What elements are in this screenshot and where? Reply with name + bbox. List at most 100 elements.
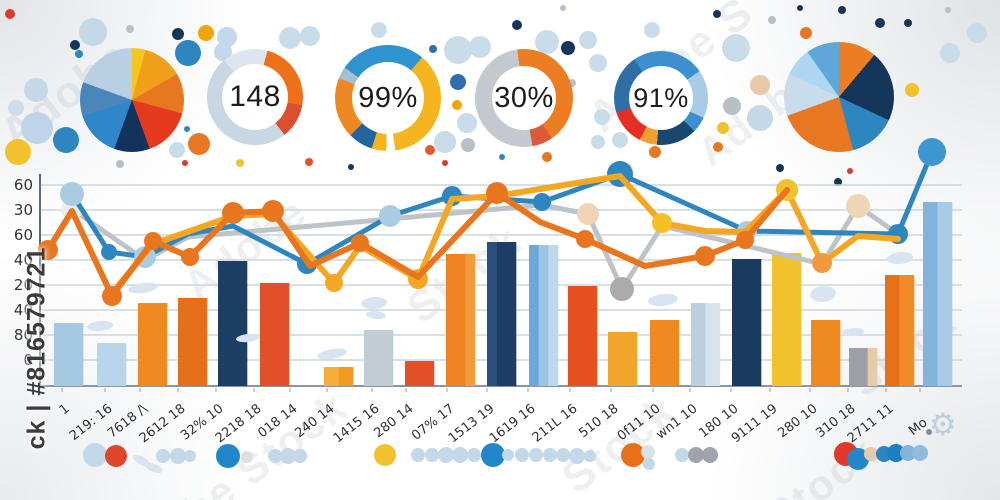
line-marker	[144, 232, 162, 250]
x-axis-label: 280 14	[371, 401, 416, 441]
line-marker	[736, 231, 754, 249]
dot	[268, 449, 282, 463]
dot	[641, 445, 655, 459]
x-axis-label: 510 18	[576, 401, 621, 441]
y-axis-tick: 30	[14, 201, 33, 219]
line-marker	[577, 203, 599, 225]
dot	[170, 448, 186, 464]
dot	[702, 447, 718, 463]
dot	[481, 443, 505, 467]
dot	[452, 447, 468, 463]
dot	[241, 451, 253, 463]
dot	[688, 447, 704, 463]
bar	[405, 361, 435, 386]
bubble	[800, 27, 812, 39]
bubble	[561, 41, 575, 55]
line-marker	[325, 274, 343, 292]
cloud-blob	[361, 296, 387, 310]
line-marker	[101, 244, 117, 260]
bar	[811, 320, 841, 386]
bubble	[940, 43, 960, 63]
x-axis-label: 211L 16	[530, 401, 581, 445]
dot	[411, 448, 425, 462]
dot	[105, 445, 127, 467]
x-axis-label: 219: 16	[67, 401, 116, 444]
dot	[543, 448, 557, 462]
line-marker	[38, 240, 58, 260]
bar	[487, 242, 497, 386]
bar	[732, 259, 762, 386]
cloud-blob	[128, 282, 158, 294]
bubble	[434, 131, 456, 153]
dot	[467, 448, 481, 462]
bubble	[594, 109, 610, 125]
dot	[584, 450, 596, 462]
cloud-blob	[887, 251, 913, 265]
dot	[425, 448, 439, 462]
x-axis-label: 1	[57, 401, 73, 418]
cloud-blob	[842, 327, 864, 337]
bubble	[750, 75, 770, 95]
bubble	[75, 50, 83, 58]
y-axis-tick: 60	[14, 176, 33, 194]
bubble	[236, 159, 244, 167]
bar	[899, 275, 915, 386]
bar	[54, 323, 84, 386]
bar	[923, 202, 938, 386]
bar	[937, 202, 953, 386]
cloud-blob	[236, 333, 260, 343]
bar	[849, 348, 859, 386]
line-marker	[379, 205, 401, 227]
dot	[374, 444, 396, 466]
y-axis-tick: 40	[14, 301, 33, 319]
line-marker	[351, 234, 369, 252]
line-marker	[486, 182, 508, 204]
bubble	[967, 23, 987, 43]
bar	[705, 303, 721, 386]
kpi-value-91: 91%	[633, 82, 689, 113]
bar	[455, 254, 466, 386]
bar	[608, 332, 638, 386]
y-axis-tick: 80	[14, 326, 33, 344]
dot	[569, 448, 585, 464]
bar	[465, 254, 476, 386]
bubble	[591, 135, 605, 149]
donut-chart-148: 148	[207, 49, 303, 145]
bar	[178, 298, 208, 386]
dot	[556, 448, 570, 462]
dot	[184, 450, 196, 462]
dot	[83, 443, 107, 467]
bubble	[126, 25, 134, 33]
x-axis-label: Mo	[906, 415, 930, 439]
bubble	[945, 7, 951, 13]
bar	[496, 242, 507, 386]
x-axis-label: 280 10	[775, 401, 820, 441]
bar	[568, 286, 598, 386]
cloud-blob	[317, 348, 347, 360]
donut-hole: 148	[222, 64, 288, 130]
pie-chart-right	[784, 42, 894, 152]
kpi-value-30: 30%	[494, 81, 554, 114]
x-axis-label: 1619 16	[487, 401, 539, 446]
bubble	[542, 152, 552, 162]
bubble	[425, 145, 435, 155]
line-marker	[181, 248, 199, 266]
bar	[772, 253, 802, 386]
bubble	[512, 20, 522, 30]
bubble	[442, 160, 448, 166]
bar	[858, 348, 868, 386]
bar	[338, 367, 354, 386]
bubble	[172, 28, 184, 40]
dot	[675, 448, 689, 462]
donut-hole: 99%	[352, 62, 424, 134]
bar	[138, 303, 168, 386]
bar	[364, 330, 394, 386]
bubble	[79, 18, 107, 46]
bubble	[776, 164, 784, 172]
bar	[867, 348, 878, 386]
bubble	[768, 16, 776, 24]
bubble	[188, 133, 210, 155]
bar	[691, 303, 706, 386]
x-axis-label: wn1 10	[654, 401, 701, 442]
bubble	[560, 5, 566, 11]
